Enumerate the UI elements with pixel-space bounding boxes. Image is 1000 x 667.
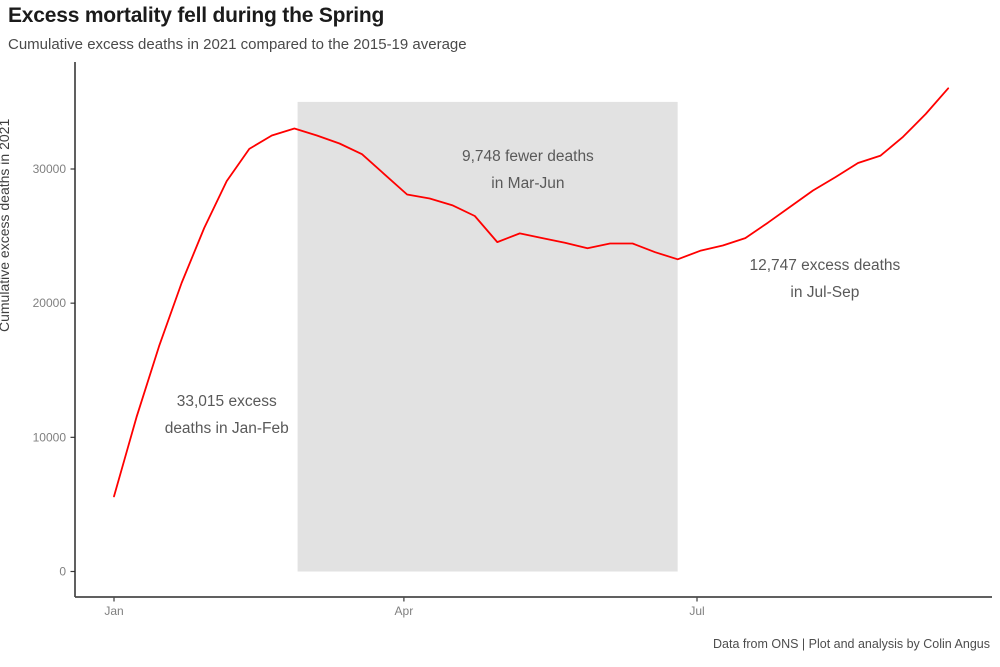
x-tick-label: Apr [395, 604, 414, 618]
y-axis-title: Cumulative excess deaths in 2021 [0, 118, 12, 332]
x-tick-label: Jan [104, 604, 123, 618]
annotation-line: 33,015 excess [176, 392, 277, 410]
annotation-line: in Mar-Jun [491, 175, 565, 193]
page-title: Excess mortality fell during the Spring [8, 4, 385, 27]
y-tick-label: 10000 [33, 430, 67, 444]
annotation-line: in Jul-Sep [790, 284, 860, 302]
highlight-region-rect [297, 101, 678, 572]
annotation-line: deaths in Jan-Feb [164, 419, 289, 437]
excess-deaths-line [113, 87, 950, 498]
x-axis-ticks: Jan Apr Jul [104, 597, 705, 618]
chart-caption: Data from ONS | Plot and analysis by Col… [713, 637, 990, 651]
x-tick-label: Jul [689, 604, 704, 618]
y-tick-label: 0 [59, 565, 66, 579]
annotation-mar-jun: 9,748 fewer deaths in Mar-Jun [462, 143, 594, 197]
y-tick-label: 20000 [33, 296, 67, 310]
chart-subtitle: Cumulative excess deaths in 2021 compare… [8, 36, 467, 53]
annotation-line: 9,748 fewer deaths [461, 148, 594, 166]
annotation-line: 12,747 excess deaths [749, 257, 901, 275]
y-axis-ticks: 0 10000 20000 30000 [33, 162, 75, 579]
annotation-jul-sep: 12,747 excess deaths in Jul-Sep [749, 252, 900, 306]
annotation-jan-feb: 33,015 excess deaths in Jan-Feb [165, 388, 289, 442]
y-tick-label: 30000 [33, 162, 67, 176]
